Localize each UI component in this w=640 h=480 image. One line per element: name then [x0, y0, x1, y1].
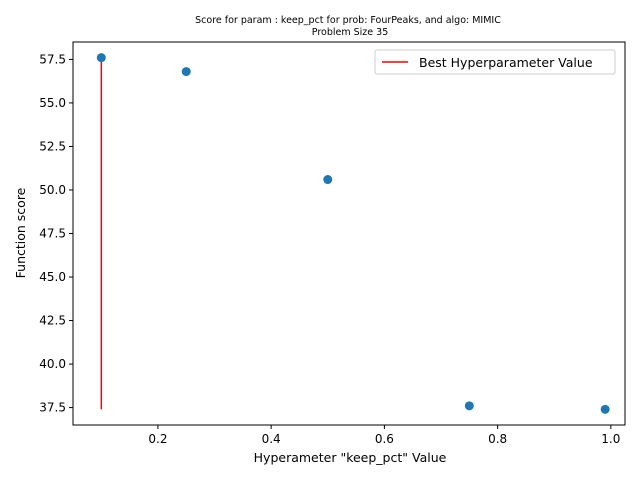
y-tick-label: 37.5 [39, 401, 66, 415]
scatter-point [323, 175, 333, 185]
scatter-point [181, 67, 191, 77]
x-axis-ticks: 0.2 0.4 0.6 0.8 1.0 [148, 425, 620, 446]
x-tick-label: 0.2 [148, 432, 167, 446]
x-tick-label: 0.4 [262, 432, 281, 446]
plot-frame [72, 41, 626, 426]
scatter-point [96, 53, 106, 63]
chart-title-line2: Problem Size 35 [312, 27, 388, 38]
y-tick-label: 45.0 [39, 270, 66, 284]
legend-label: Best Hyperparameter Value [419, 55, 593, 70]
x-tick-label: 1.0 [601, 432, 620, 446]
y-tick-label: 42.5 [39, 314, 66, 328]
x-tick-label: 0.8 [488, 432, 507, 446]
legend-box [374, 49, 616, 75]
scatter-point [600, 404, 610, 414]
chart-title-line1: Score for param : keep_pct for prob: Fou… [195, 15, 501, 26]
y-tick-label: 52.5 [39, 139, 66, 153]
y-tick-label: 47.5 [39, 227, 66, 241]
y-tick-label: 57.5 [39, 52, 66, 66]
y-tick-label: 40.0 [39, 357, 66, 371]
y-tick-label: 50.0 [39, 183, 66, 197]
x-axis-label: Hyperameter "keep_pct" Value [254, 450, 447, 465]
x-tick-label: 0.6 [375, 432, 394, 446]
legend: Best Hyperparameter Value [374, 49, 616, 75]
y-axis-ticks: 37.5 40.0 42.5 45.0 47.5 50.0 52.5 55.0 57.5 [39, 52, 73, 415]
y-axis-label: Function score [13, 187, 28, 278]
y-tick-label: 55.0 [39, 96, 66, 110]
scatter-points [96, 53, 610, 414]
scatter-point [464, 401, 474, 411]
